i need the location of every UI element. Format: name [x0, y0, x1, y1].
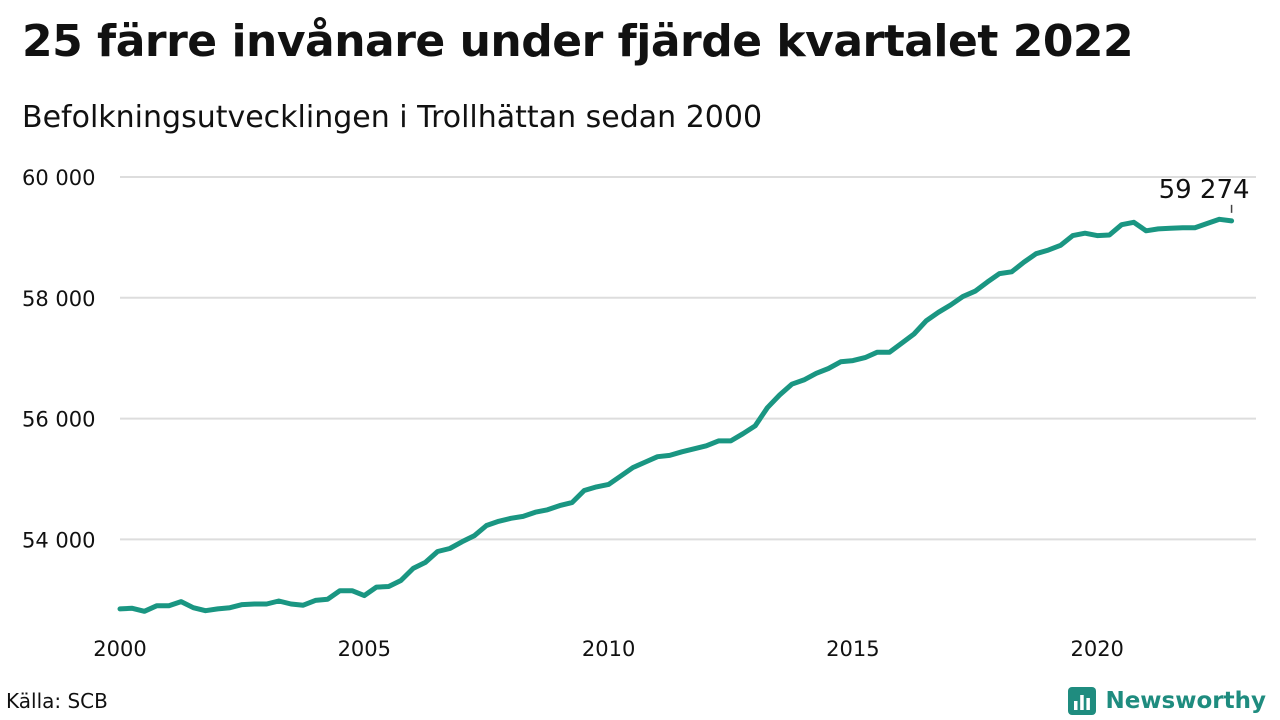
y-tick-label: 54 000 — [22, 528, 95, 552]
y-tick-label: 58 000 — [22, 287, 95, 311]
series-layer — [117, 216, 1235, 614]
grid-lines — [120, 176, 1256, 541]
y-tick-label: 56 000 — [22, 408, 95, 432]
x-tick-label: 2010 — [582, 637, 635, 661]
y-tick-label: 60 000 — [22, 166, 95, 190]
y-axis-tick-labels: 54 000 56 000 58 000 60 000 — [22, 166, 95, 552]
brand-name: Newsworthy — [1105, 688, 1266, 714]
chart-subtitle: Befolkningsutvecklingen i Trollhättan se… — [22, 100, 763, 135]
annotation-layer: 59 274 — [1159, 175, 1250, 213]
x-tick-label: 2000 — [93, 637, 146, 661]
x-tick-label: 2005 — [338, 637, 391, 661]
source-note: Källa: SCB — [6, 689, 108, 713]
chart-title: 25 färre invånare under fjärde kvartalet… — [22, 16, 1134, 67]
x-axis-tick-labels: 2000 2005 2010 2015 2020 — [93, 637, 1124, 661]
last-value-label: 59 274 — [1159, 175, 1250, 205]
x-tick-label: 2020 — [1070, 637, 1123, 661]
newsworthy-chart-icon — [1068, 687, 1097, 715]
x-tick-label: 2015 — [826, 637, 879, 661]
population-series-line — [117, 216, 1235, 614]
brand-logo: Newsworthy — [1067, 684, 1266, 718]
